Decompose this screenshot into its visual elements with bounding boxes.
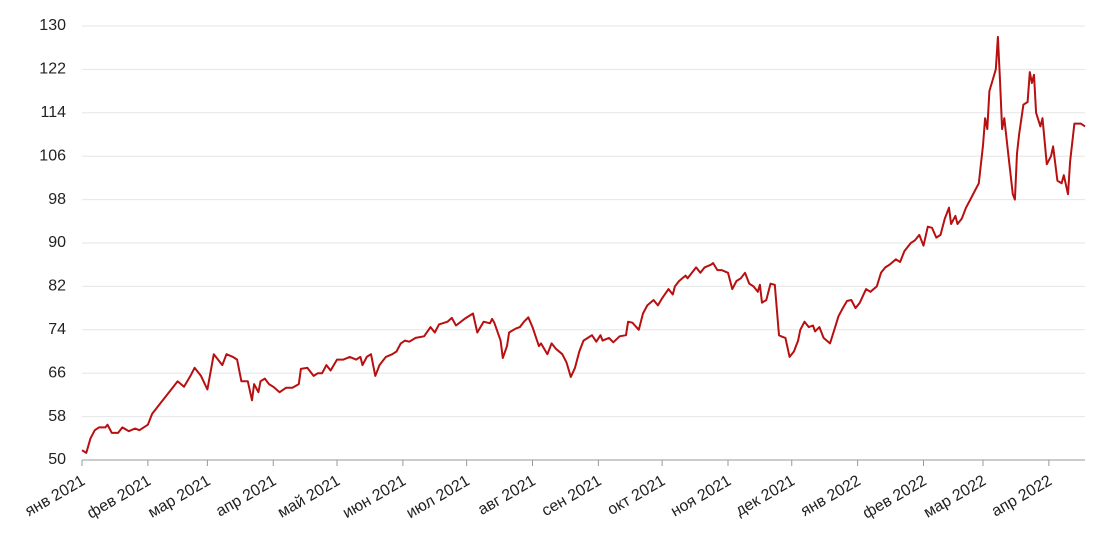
x-tick-label: апр 2022: [989, 472, 1055, 520]
y-tick-label: 82: [48, 278, 66, 295]
x-tick-label: мар 2021: [145, 472, 213, 521]
x-tick-label: окт 2021: [605, 472, 669, 519]
x-tick-label: ноя 2021: [668, 472, 734, 520]
x-tick-label: сен 2021: [539, 472, 605, 520]
y-tick-label: 106: [39, 147, 66, 164]
y-tick-label: 98: [48, 191, 66, 208]
x-tick-label: мар 2022: [921, 472, 989, 521]
x-tick-label: апр 2021: [213, 472, 279, 520]
x-tick-label: фев 2022: [860, 472, 930, 522]
y-tick-label: 114: [40, 104, 66, 121]
y-tick-label: 66: [48, 364, 66, 381]
y-tick-label: 50: [48, 451, 66, 468]
x-tick-label: фев 2021: [84, 472, 154, 522]
x-tick-label: июл 2021: [404, 472, 473, 522]
y-tick-label: 74: [48, 321, 66, 338]
y-tick-label: 58: [48, 408, 66, 425]
x-tick-label: май 2021: [275, 472, 343, 521]
x-tick-label: янв 2022: [798, 472, 864, 520]
x-tick-label: дек 2021: [733, 472, 798, 519]
x-tick-label: янв 2021: [22, 472, 88, 520]
price-line: [81, 35, 1086, 454]
x-tick-label: июн 2021: [340, 472, 409, 522]
x-tick-label: авг 2021: [475, 472, 538, 518]
y-tick-label: 130: [39, 17, 66, 34]
y-tick-label: 122: [39, 61, 66, 78]
y-tick-label: 90: [48, 234, 66, 251]
